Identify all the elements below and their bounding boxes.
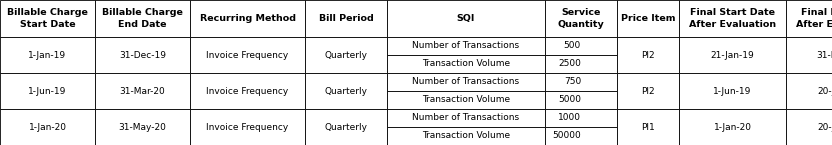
Bar	[679, 73, 786, 109]
Bar	[679, 0, 786, 37]
Bar	[305, 109, 387, 145]
Bar	[617, 73, 679, 109]
Bar	[387, 55, 545, 73]
Bar	[387, 73, 545, 91]
Text: Final End Date
After Evaluation: Final End Date After Evaluation	[796, 8, 832, 29]
Bar	[679, 109, 786, 145]
Text: Invoice Frequency: Invoice Frequency	[206, 50, 289, 59]
Text: 2500: 2500	[558, 59, 581, 68]
Text: Price Item: Price Item	[621, 14, 676, 23]
Bar	[387, 0, 545, 37]
Bar	[0, 0, 95, 37]
Text: Final Start Date
After Evaluation: Final Start Date After Evaluation	[689, 8, 776, 29]
Text: 1-Jan-20: 1-Jan-20	[28, 123, 67, 132]
Text: 31-Dec-19: 31-Dec-19	[119, 50, 166, 59]
Text: Billable Charge
End Date: Billable Charge End Date	[102, 8, 183, 29]
Bar	[387, 127, 545, 145]
Text: 1-Jun-19: 1-Jun-19	[713, 87, 751, 96]
Bar	[305, 37, 387, 73]
Text: Transaction Volume: Transaction Volume	[422, 59, 510, 68]
Bar	[786, 0, 832, 37]
Text: Transaction Volume: Transaction Volume	[422, 96, 510, 105]
Text: Transaction Volume: Transaction Volume	[422, 132, 510, 141]
Bar	[679, 37, 786, 73]
Bar	[190, 37, 305, 73]
Text: PI2: PI2	[641, 87, 655, 96]
Bar	[190, 109, 305, 145]
Text: PI2: PI2	[641, 50, 655, 59]
Bar	[305, 0, 387, 37]
Bar	[617, 0, 679, 37]
Bar	[786, 73, 832, 109]
Bar	[545, 0, 617, 37]
Bar	[95, 0, 190, 37]
Text: Billable Charge
Start Date: Billable Charge Start Date	[7, 8, 88, 29]
Text: Number of Transactions: Number of Transactions	[413, 114, 519, 123]
Text: Service
Quantity: Service Quantity	[557, 8, 604, 29]
Text: 1000: 1000	[558, 114, 581, 123]
Text: 750: 750	[564, 77, 581, 87]
Bar	[786, 37, 832, 73]
Bar	[190, 73, 305, 109]
Text: Bill Period: Bill Period	[319, 14, 374, 23]
Bar	[95, 109, 190, 145]
Text: 1-Jan-20: 1-Jan-20	[714, 123, 751, 132]
Text: Number of Transactions: Number of Transactions	[413, 41, 519, 50]
Bar	[545, 127, 617, 145]
Text: 1-Jun-19: 1-Jun-19	[28, 87, 67, 96]
Text: 500: 500	[564, 41, 581, 50]
Bar	[387, 91, 545, 109]
Text: Quarterly: Quarterly	[324, 123, 368, 132]
Text: Invoice Frequency: Invoice Frequency	[206, 87, 289, 96]
Bar	[545, 73, 617, 91]
Bar	[0, 73, 95, 109]
Text: 50000: 50000	[552, 132, 581, 141]
Text: 20-Jan-20: 20-Jan-20	[818, 87, 832, 96]
Text: Invoice Frequency: Invoice Frequency	[206, 123, 289, 132]
Bar	[387, 37, 545, 55]
Bar	[0, 37, 95, 73]
Text: Number of Transactions: Number of Transactions	[413, 77, 519, 87]
Bar	[617, 109, 679, 145]
Bar	[95, 73, 190, 109]
Bar	[95, 37, 190, 73]
Text: PI1: PI1	[641, 123, 655, 132]
Bar	[387, 109, 545, 127]
Bar	[190, 0, 305, 37]
Bar	[545, 91, 617, 109]
Bar	[617, 37, 679, 73]
Text: 1-Jan-19: 1-Jan-19	[28, 50, 67, 59]
Text: Quarterly: Quarterly	[324, 50, 368, 59]
Text: 21-Jan-19: 21-Jan-19	[711, 50, 755, 59]
Text: 20-Jan-20: 20-Jan-20	[818, 123, 832, 132]
Text: Recurring Method: Recurring Method	[200, 14, 295, 23]
Bar	[786, 109, 832, 145]
Bar	[545, 37, 617, 55]
Text: 31-May-20: 31-May-20	[119, 123, 166, 132]
Bar	[545, 55, 617, 73]
Bar	[545, 109, 617, 127]
Bar	[305, 73, 387, 109]
Text: 5000: 5000	[558, 96, 581, 105]
Text: SQI: SQI	[457, 14, 475, 23]
Text: 31-Mar-20: 31-Mar-20	[120, 87, 166, 96]
Bar	[0, 109, 95, 145]
Text: 31-Dec-19: 31-Dec-19	[816, 50, 832, 59]
Text: Quarterly: Quarterly	[324, 87, 368, 96]
